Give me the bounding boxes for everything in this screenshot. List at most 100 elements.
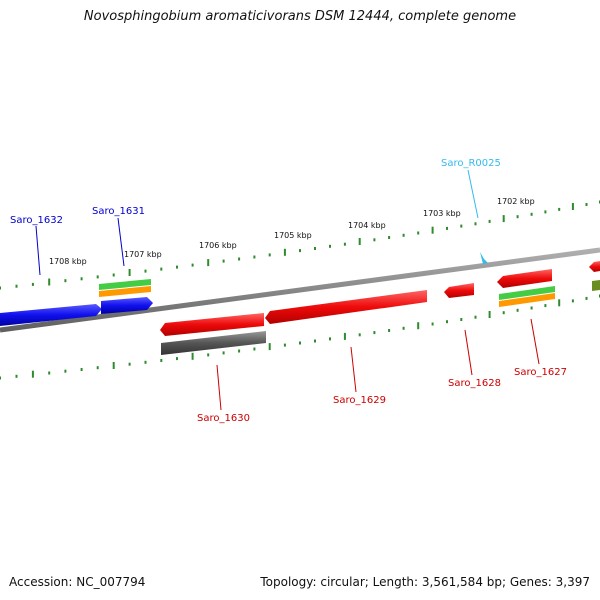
upper-tick-5: [80, 277, 83, 281]
lower-tick-19: [299, 341, 301, 345]
lower-tick-5: [80, 368, 83, 371]
upper-scale-ticks: [0, 200, 600, 290]
lower-tick-30: [460, 318, 463, 321]
upper-tick-22: [343, 242, 346, 246]
upper-tick-10: [160, 267, 163, 271]
upper-tick-38: [571, 203, 574, 210]
upper-tick-24: [373, 238, 376, 242]
upper-tick-34: [516, 215, 519, 219]
leader-saro-1630: [216, 364, 222, 411]
upper-tick-29: [446, 226, 448, 230]
lower-tick-35: [530, 306, 533, 310]
genome-title: Novosphingobium aromaticivorans DSM 1244…: [83, 9, 517, 24]
topology-text: Topology: circular; Length: 3,561,584 bp…: [260, 575, 590, 589]
lower-tick-23: [358, 333, 361, 337]
lower-tick-21: [329, 337, 331, 341]
upper-tick-8: [128, 269, 131, 276]
lower-tick-18: [283, 343, 286, 347]
lower-tick-34: [516, 308, 519, 312]
gene-saro-1629[interactable]: [265, 290, 427, 324]
upper-tick-9: [144, 269, 147, 273]
gene-partial-right[interactable]: [589, 261, 600, 272]
upper-tick-21: [329, 244, 331, 248]
feature-olive-right: [592, 280, 600, 291]
scale-label-1707: 1707 kbp: [124, 250, 162, 259]
upper-tick-6: [96, 275, 99, 279]
lower-tick-39: [585, 296, 588, 300]
leader-saro-1627: [530, 318, 540, 365]
label-saro-1630[interactable]: Saro_1630: [197, 413, 250, 424]
lower-tick-0: [0, 376, 1, 380]
lower-tick-31: [474, 315, 477, 319]
lower-tick-24: [373, 331, 376, 335]
upper-tick-16: [253, 255, 256, 259]
upper-tick-15: [238, 257, 241, 261]
upper-tick-37: [558, 207, 561, 211]
lower-tick-27: [417, 322, 420, 330]
lower-tick-38: [571, 299, 574, 303]
feature-bars-1631: [99, 279, 151, 297]
leader-saro-r0025: [467, 169, 479, 219]
upper-tick-4: [64, 279, 67, 283]
upper-tick-27: [417, 231, 420, 235]
gene-saro-1630[interactable]: [160, 313, 264, 336]
upper-tick-33: [502, 215, 505, 223]
lower-tick-3: [48, 371, 51, 375]
scale-label-1703: 1703 kbp: [423, 209, 461, 218]
label-saro-1629[interactable]: Saro_1629: [333, 395, 386, 406]
lower-tick-2: [31, 370, 34, 378]
lower-tick-22: [343, 332, 346, 340]
leader-saro-1631: [117, 217, 125, 267]
gene-saro-1631[interactable]: [101, 297, 153, 314]
label-saro-1631[interactable]: Saro_1631: [92, 206, 145, 217]
lower-tick-29: [446, 320, 448, 324]
lower-tick-36: [544, 304, 547, 308]
lower-tick-26: [402, 326, 405, 330]
lower-tick-12: [191, 352, 194, 360]
upper-tick-28: [431, 226, 434, 234]
lower-tick-16: [253, 347, 256, 351]
upper-tick-32: [488, 219, 491, 223]
label-saro-r0025[interactable]: Saro_R0025: [441, 158, 501, 169]
lower-tick-32: [488, 311, 491, 318]
lower-tick-6: [96, 366, 99, 370]
lower-tick-37: [558, 299, 561, 307]
upper-tick-18: [283, 248, 286, 256]
gene-saro-1632[interactable]: [0, 304, 102, 326]
upper-tick-12: [191, 263, 194, 267]
leader-saro-1629: [350, 346, 357, 393]
upper-tick-25: [388, 236, 391, 239]
lower-tick-20: [314, 339, 316, 343]
label-saro-1628[interactable]: Saro_1628: [448, 378, 501, 389]
upper-tick-23: [358, 238, 361, 245]
lower-tick-1: [15, 374, 18, 378]
upper-tick-17: [268, 253, 271, 257]
lower-scale-ticks: [0, 294, 600, 380]
lower-tick-15: [238, 349, 241, 353]
leader-saro-1628: [464, 329, 473, 376]
upper-tick-14: [222, 259, 225, 263]
upper-tick-2: [31, 282, 34, 286]
label-saro-1627[interactable]: Saro_1627: [514, 367, 567, 378]
gene-saro-r0025[interactable]: [480, 252, 488, 264]
lower-tick-10: [160, 359, 163, 362]
scale-label-1705: 1705 kbp: [274, 231, 312, 240]
genome-backbone: [0, 247, 600, 333]
upper-tick-19: [299, 249, 301, 253]
accession-text: Accession: NC_007794: [9, 575, 146, 589]
scale-label-1706: 1706 kbp: [199, 241, 237, 250]
upper-tick-30: [460, 224, 463, 228]
gene-saro-1627[interactable]: [497, 269, 552, 288]
upper-tick-0: [0, 286, 1, 290]
label-saro-1632[interactable]: Saro_1632: [10, 215, 63, 226]
lower-tick-13: [207, 353, 210, 357]
feature-bars-1627: [499, 286, 555, 307]
lower-tick-17: [268, 343, 271, 351]
lower-tick-14: [222, 351, 225, 355]
scale-label-1702: 1702 kbp: [497, 197, 535, 206]
lower-tick-8: [128, 362, 131, 366]
leader-saro-1632: [35, 225, 41, 276]
upper-tick-31: [474, 222, 477, 226]
gene-saro-1628[interactable]: [444, 283, 474, 298]
